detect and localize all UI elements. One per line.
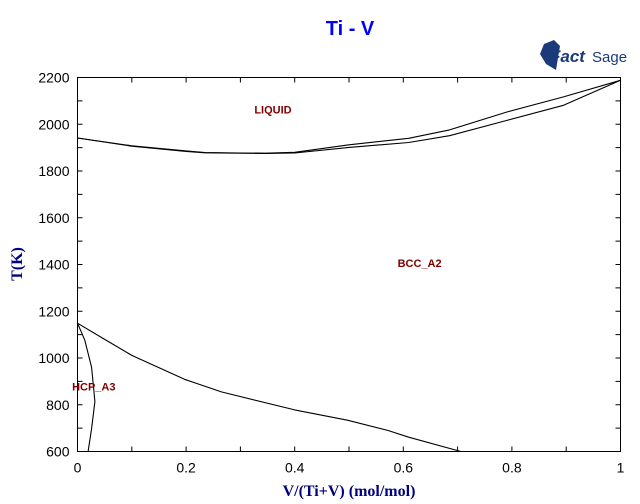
x-tick-label: 0.4 xyxy=(285,460,305,476)
x-tick-label: 0.6 xyxy=(394,460,414,476)
svg-text:Fact: Fact xyxy=(550,47,586,66)
region-label-bcc-a2: BCC_A2 xyxy=(398,258,442,270)
y-tick-label: 800 xyxy=(46,397,70,413)
y-tick-label: 1000 xyxy=(38,350,69,366)
phase-boundary-1 xyxy=(77,79,621,155)
y-axis-label: T(K) xyxy=(9,247,26,281)
y-tick-label: 600 xyxy=(46,444,70,460)
region-label-liquid: LIQUID xyxy=(254,105,291,117)
y-tick-label: 1800 xyxy=(38,163,69,179)
x-tick-label: 0.2 xyxy=(176,460,196,476)
x-tick-label: 1 xyxy=(617,460,625,476)
y-tick-label: 2000 xyxy=(38,116,69,132)
x-axis-label: V/(Ti+V) (mol/mol) xyxy=(283,483,416,500)
y-tick-label: 1600 xyxy=(38,210,69,226)
chart-title: Ti - V xyxy=(325,18,375,40)
x-tick-label: 0 xyxy=(74,460,82,476)
x-tick-label: 0.8 xyxy=(502,460,522,476)
phase-boundary-3 xyxy=(76,322,96,452)
region-label-hcp-a3: HCP_A3 xyxy=(72,382,115,394)
phase-boundary-2 xyxy=(77,322,462,453)
y-tick-label: 2200 xyxy=(38,70,69,86)
y-tick-label: 1400 xyxy=(38,257,69,273)
phase-boundary-0 xyxy=(77,79,621,154)
plot-frame xyxy=(77,77,621,452)
factsage-logo: Fact Sage xyxy=(540,40,627,70)
y-tick-label: 1200 xyxy=(38,303,69,319)
svg-text:Sage: Sage xyxy=(592,49,627,66)
